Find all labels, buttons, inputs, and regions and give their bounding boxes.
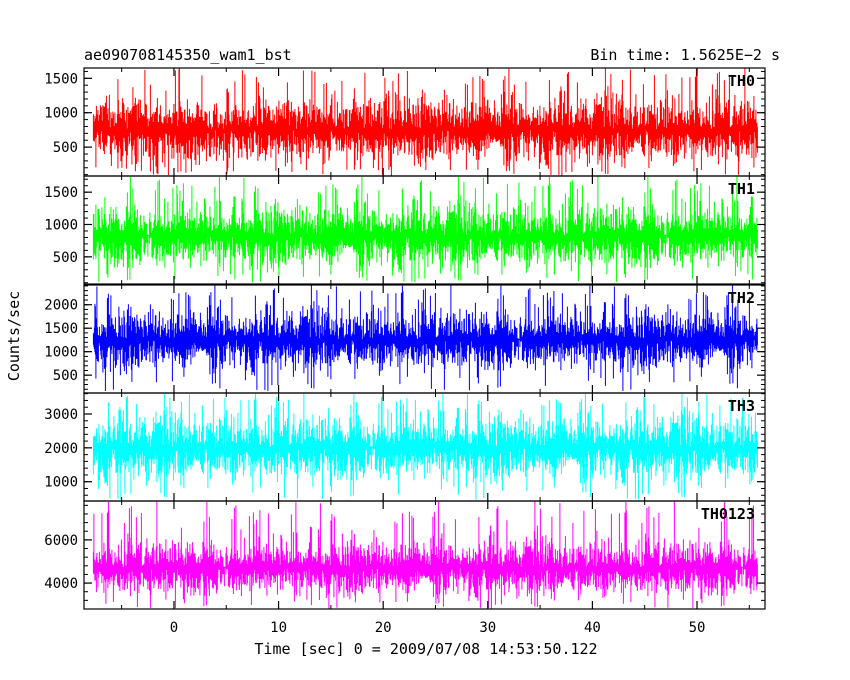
panel-label: TH1 [728,180,755,198]
x-tick-label: 0 [170,620,178,636]
panel-th0123: 4000 6000 TH0123 [44,500,766,610]
y-tick-label: 1500 [44,185,78,201]
y-tick-label: 6000 [44,533,78,549]
panel-th1: 500 1000 1500 TH1 [44,175,766,285]
y-tick-label: 3000 [44,407,78,423]
y-axis-label: Counts/sec [5,291,23,381]
panel-th0: 500 1000 1500 TH0 [44,67,766,177]
panel-label: TH2 [728,289,755,307]
chart-title: ae090708145350_wam1_bst [84,46,292,64]
series-th3 [92,393,758,500]
series-th2 [92,285,758,391]
panel-th2: 500 1000 1500 2000 TH2 [44,284,766,394]
x-tick-label: 40 [584,620,601,636]
x-tick-label: 10 [270,620,287,636]
panel-frame [83,175,766,285]
y-tick-label: 1000 [44,475,78,491]
x-tick-label: 50 [689,620,706,636]
y-tick-label: 1000 [44,345,78,361]
chart-subtitle: Bin time: 1.5625E−2 s [590,46,780,64]
series-th0123 [92,501,758,609]
y-tick-label: 500 [53,368,78,384]
series-th0 [92,68,758,176]
y-tick-label: 1000 [44,218,78,234]
y-tick-label: 4000 [44,576,78,592]
panel-label: TH0 [728,72,755,90]
panel-label: TH3 [728,397,755,415]
y-tick-label: 2000 [44,298,78,314]
panel-label: TH0123 [701,505,755,523]
y-tick-label: 500 [53,140,78,156]
x-tick-label: 20 [375,620,392,636]
panel-th3: 1000 2000 3000 TH3 [44,392,766,502]
y-tick-label: 2000 [44,441,78,457]
series-th1 [92,176,758,283]
x-axis-label: Time [sec] 0 = 2009/07/08 14:53:50.122 [254,640,597,658]
y-tick-label: 1000 [44,106,78,122]
y-tick-label: 1500 [44,321,78,337]
panel-frame [83,500,766,610]
x-tick-label: 30 [479,620,496,636]
y-tick-label: 1500 [44,71,78,87]
y-tick-label: 500 [53,250,78,266]
